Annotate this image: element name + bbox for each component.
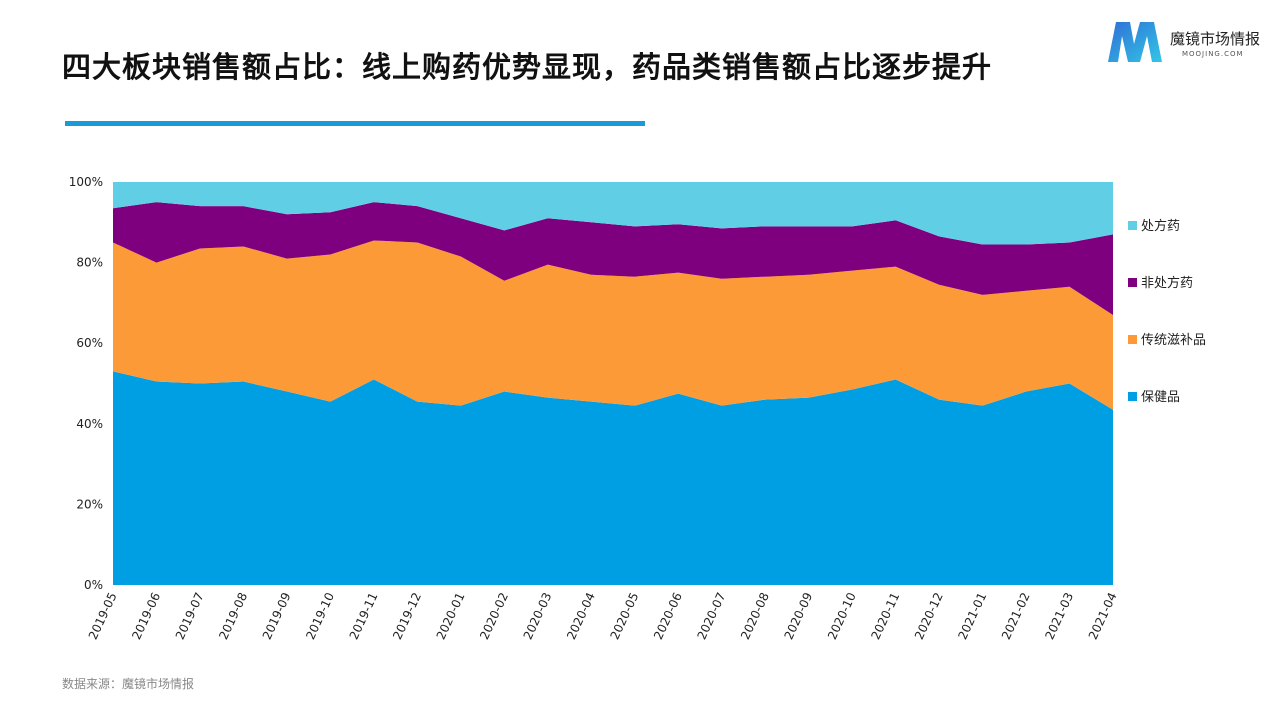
title-underline <box>65 121 645 126</box>
area-series-3 <box>113 182 1113 245</box>
area-series-0 <box>113 371 1113 585</box>
x-tick-label: 2019-07 <box>173 590 207 641</box>
x-tick-label: 2020-04 <box>564 590 598 641</box>
x-tick-label: 2020-06 <box>651 590 685 641</box>
x-tick-label: 2020-08 <box>738 590 772 641</box>
x-tick-label: 2020-10 <box>825 590 859 641</box>
x-tick-label: 2021-04 <box>1086 590 1120 641</box>
source-note: 数据来源：魔镜市场情报 <box>62 677 195 691</box>
page-title: 四大板块销售额占比：线上购药优势显现，药品类销售额占比逐步提升 <box>62 50 993 84</box>
y-tick-label: 100% <box>69 175 103 189</box>
x-tick-label: 2019-11 <box>347 590 381 641</box>
x-tick-label: 2019-05 <box>86 590 120 641</box>
y-tick-label: 0% <box>84 578 103 592</box>
x-tick-label: 2020-01 <box>434 590 468 641</box>
legend-swatch <box>1128 335 1137 344</box>
x-tick-label: 2019-06 <box>129 590 163 641</box>
x-tick-label: 2021-02 <box>999 590 1033 641</box>
chart-areas <box>113 182 1113 585</box>
legend-label: 处方药 <box>1141 218 1180 234</box>
legend-swatch <box>1128 278 1137 287</box>
area-series-2 <box>113 202 1113 315</box>
x-tick-label: 2020-05 <box>608 590 642 641</box>
y-tick-label: 60% <box>76 336 103 350</box>
y-tick-label: 40% <box>76 417 103 431</box>
x-tick-label: 2020-02 <box>477 590 511 641</box>
area-series-1 <box>113 240 1113 410</box>
x-tick-label: 2020-11 <box>868 590 902 641</box>
legend-label: 保健品 <box>1141 390 1180 405</box>
brand-subtitle: MOOJING.COM <box>1182 50 1244 58</box>
y-tick-label: 80% <box>76 256 103 270</box>
legend-label: 非处方药 <box>1141 275 1193 291</box>
x-tick-label: 2019-08 <box>216 590 250 641</box>
x-tick-label: 2020-09 <box>781 590 815 641</box>
x-tick-label: 2020-12 <box>912 590 946 641</box>
legend-swatch <box>1128 392 1137 401</box>
y-axis: 0% 20% 40% 60% 80% 100% <box>69 175 103 592</box>
x-tick-label: 2020-07 <box>695 590 729 641</box>
legend-swatch <box>1128 221 1137 230</box>
x-axis: 2019-05 2019-06 2019-07 2019-08 2019-09 2019-… <box>86 590 1120 641</box>
x-tick-label: 2021-01 <box>955 590 989 641</box>
y-tick-label: 20% <box>76 497 103 511</box>
x-tick-label: 2019-10 <box>303 590 337 641</box>
moojing-logo-icon <box>1108 22 1162 62</box>
x-tick-label: 2021-03 <box>1042 590 1076 641</box>
x-tick-label: 2019-12 <box>390 590 424 641</box>
brand-logo <box>1106 18 1266 66</box>
brand-name: 魔镜市场情报 <box>1170 30 1261 48</box>
x-tick-label: 2019-09 <box>260 590 294 641</box>
x-tick-label: 2020-03 <box>521 590 555 641</box>
legend-label: 传统滋补品 <box>1141 333 1206 348</box>
